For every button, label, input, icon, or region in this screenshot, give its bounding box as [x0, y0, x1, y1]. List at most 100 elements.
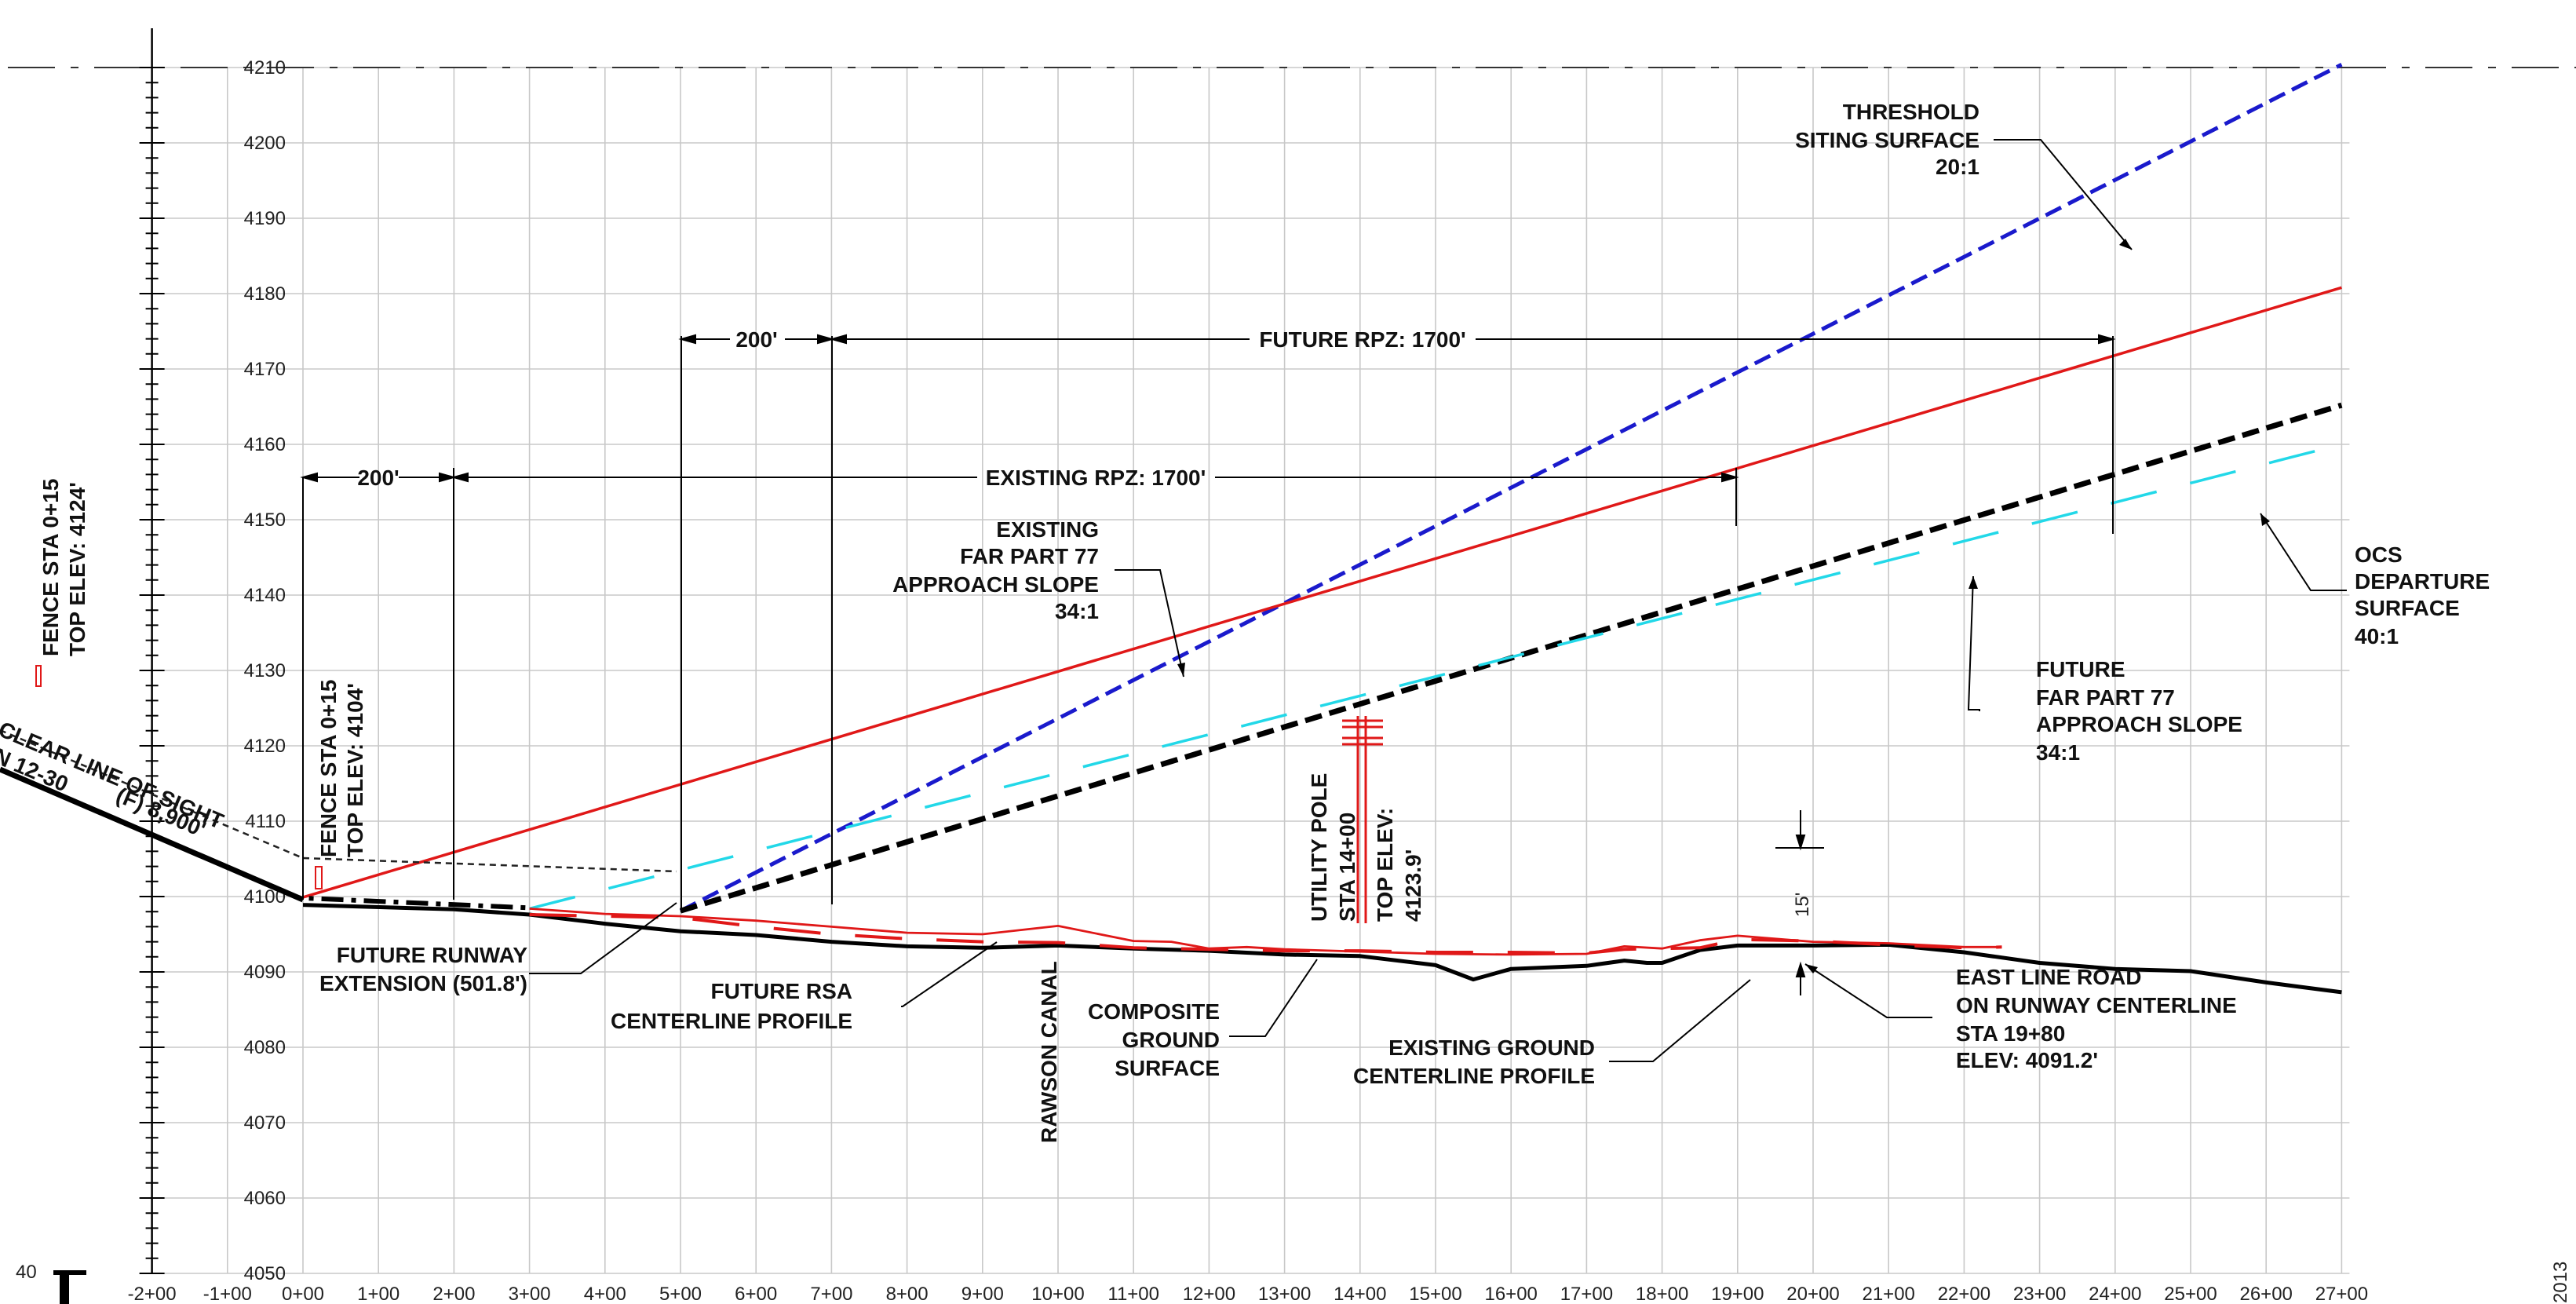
annotation-ocs: OCS DEPARTURE SURFACE 40:1	[2355, 542, 2490, 648]
annotation-future-part77: FUTURE FAR PART 77 APPROACH SLOPE 34:1	[2036, 657, 2242, 765]
svg-text:TOP ELEV:: TOP ELEV:	[1373, 808, 1397, 922]
y-tick-label: 4210	[244, 57, 286, 79]
svg-text:EXISTING: EXISTING	[996, 517, 1099, 542]
annotation-future-runway: FUTURE RUNWAY EXTENSION (501.8')	[319, 943, 527, 995]
svg-text:4123.9': 4123.9'	[1401, 849, 1425, 922]
x-tick-label: 15+00	[1409, 1284, 1461, 1304]
x-tick-label: 4+00	[584, 1284, 626, 1304]
y-tick-label: 4160	[244, 434, 286, 455]
annotation-threshold: THRESHOLD SITING SURFACE 20:1	[1795, 100, 1979, 179]
x-tick-label: 24+00	[2089, 1284, 2141, 1304]
corner-elevation-marker: 40	[16, 1262, 86, 1304]
x-tick-label: 14+00	[1334, 1284, 1386, 1304]
y-tick-label: 4190	[244, 208, 286, 229]
x-tick-label: 19+00	[1711, 1284, 1764, 1304]
x-tick-label: 3+00	[509, 1284, 551, 1304]
x-tick-label: 11+00	[1107, 1284, 1159, 1304]
existing-runway-line	[0, 729, 677, 903]
svg-text:SURFACE: SURFACE	[1115, 1056, 1220, 1080]
fifteen-foot-dimension	[1775, 810, 1824, 995]
y-tick-label: 4170	[244, 359, 286, 380]
x-tick-label: 5+00	[659, 1284, 702, 1304]
leader-lines	[529, 139, 2347, 1062]
x-tick-label: 6+00	[735, 1284, 777, 1304]
dim-200-existing: 200'	[357, 466, 399, 490]
leader-arrowheads	[1177, 239, 2270, 973]
svg-text:APPROACH SLOPE: APPROACH SLOPE	[892, 572, 1099, 597]
annotation-utility-pole: UTILITY POLE STA 14+00 TOP ELEV: 4123.9'	[1307, 773, 1425, 922]
svg-text:OCS: OCS	[2355, 542, 2403, 567]
y-tick-label: 4080	[244, 1037, 286, 1058]
series-composite-ground	[529, 908, 2002, 956]
annotation-fence-left: FENCE STA 0+15 TOP ELEV: 4124'	[38, 479, 89, 656]
x-tick-label: -2+00	[128, 1284, 177, 1304]
series-threshold-siting	[679, 62, 2343, 913]
svg-text:STA 14+00: STA 14+00	[1335, 813, 1359, 922]
x-tick-label: 1+00	[357, 1284, 400, 1304]
y-tick-label: 4180	[244, 283, 286, 305]
annotation-fence-mid: FENCE STA 0+15 TOP ELEV: 4104'	[316, 680, 367, 857]
svg-text:34:1: 34:1	[1055, 599, 1099, 623]
svg-text:FAR PART 77: FAR PART 77	[960, 544, 1099, 568]
svg-text:FUTURE RUNWAY: FUTURE RUNWAY	[337, 943, 528, 967]
svg-text:SITING SURFACE: SITING SURFACE	[1795, 128, 1979, 152]
annotation-east-line-road: EAST LINE ROAD ON RUNWAY CENTERLINE STA …	[1956, 965, 2237, 1072]
svg-text:DEPARTURE: DEPARTURE	[2355, 569, 2490, 594]
vertical-axis: -2+00 -1+00 0+00 1+00 2+00 3+00 4+00 5+00 6+00 7+…	[128, 28, 2368, 1304]
svg-text:CENTERLINE PROFILE: CENTERLINE PROFILE	[1353, 1064, 1595, 1088]
x-tick-label: 17+00	[1560, 1284, 1613, 1304]
y-tick-label: 4090	[244, 962, 286, 983]
x-tick-label: 2+00	[432, 1284, 475, 1304]
x-tick-label: -1+00	[203, 1284, 252, 1304]
x-tick-label: 9+00	[961, 1284, 1004, 1304]
x-tick-label: 25+00	[2164, 1284, 2217, 1304]
svg-text:STA 19+80: STA 19+80	[1956, 1021, 2065, 1046]
x-tick-label: 26+00	[2239, 1284, 2292, 1304]
x-tick-label: 8+00	[886, 1284, 929, 1304]
y-tick-label: 4130	[244, 660, 286, 681]
svg-text:20:1: 20:1	[1936, 155, 1979, 179]
future-rpz-dimension	[678, 334, 2116, 912]
annotation-existing-part77: EXISTING FAR PART 77 APPROACH SLOPE 34:1	[892, 517, 1099, 623]
series-existing-part77	[303, 286, 2342, 899]
svg-text:EAST LINE ROAD: EAST LINE ROAD	[1956, 965, 2141, 989]
fence-symbol-mid	[315, 866, 323, 889]
x-tick-label: 20+00	[1786, 1284, 1839, 1304]
svg-text:FENCE STA 0+15: FENCE STA 0+15	[38, 479, 63, 656]
y-tick-label: 4140	[244, 585, 286, 606]
x-tick-label: 12+00	[1183, 1284, 1235, 1304]
svg-text:GROUND: GROUND	[1122, 1028, 1220, 1052]
svg-text:TOP ELEV: 4104': TOP ELEV: 4104'	[343, 683, 367, 857]
dim-15-label: 15'	[1792, 893, 1813, 917]
series-future-runway-extension	[303, 895, 530, 911]
annotation-future-rsa: FUTURE RSA CENTERLINE PROFILE	[611, 979, 852, 1033]
svg-text:FUTURE: FUTURE	[2036, 657, 2125, 681]
svg-text:40: 40	[16, 1262, 37, 1283]
x-tick-label: 23+00	[2013, 1284, 2066, 1304]
x-tick-label: 7+00	[810, 1284, 852, 1304]
y-tick-label: 4200	[244, 133, 286, 154]
series-existing-ground	[303, 903, 2342, 995]
annotation-existing-ground: EXISTING GROUND CENTERLINE PROFILE	[1353, 1036, 1595, 1088]
svg-text:APPROACH SLOPE: APPROACH SLOPE	[2036, 712, 2242, 736]
y-tick-label: 4070	[244, 1112, 286, 1134]
svg-text:FENCE STA 0+15: FENCE STA 0+15	[316, 680, 341, 857]
svg-text:ON RUNWAY CENTERLINE: ON RUNWAY CENTERLINE	[1956, 993, 2237, 1017]
svg-text:CENTERLINE PROFILE: CENTERLINE PROFILE	[611, 1009, 852, 1033]
svg-text:EXISTING GROUND: EXISTING GROUND	[1388, 1036, 1595, 1060]
svg-text:EXTENSION (501.8'): EXTENSION (501.8')	[319, 971, 527, 995]
annotation-composite: COMPOSITE GROUND SURFACE	[1088, 999, 1220, 1080]
x-tick-label: 18+00	[1636, 1284, 1688, 1304]
svg-text:34:1: 34:1	[2036, 740, 2080, 765]
series-ocs-departure	[529, 443, 2342, 911]
svg-text:40:1: 40:1	[2355, 624, 2399, 648]
grid-lines	[142, 67, 2350, 1274]
existing-rpz-dimension	[300, 468, 1739, 900]
svg-text:THRESHOLD: THRESHOLD	[1843, 100, 1979, 124]
dim-200-future: 200'	[735, 327, 777, 352]
svg-text:TOP ELEV: 4124': TOP ELEV: 4124'	[65, 482, 89, 656]
utility-pole-symbol	[1342, 716, 1383, 923]
svg-text:FAR PART 77: FAR PART 77	[2036, 685, 2175, 710]
fence-symbol-left	[35, 665, 42, 687]
